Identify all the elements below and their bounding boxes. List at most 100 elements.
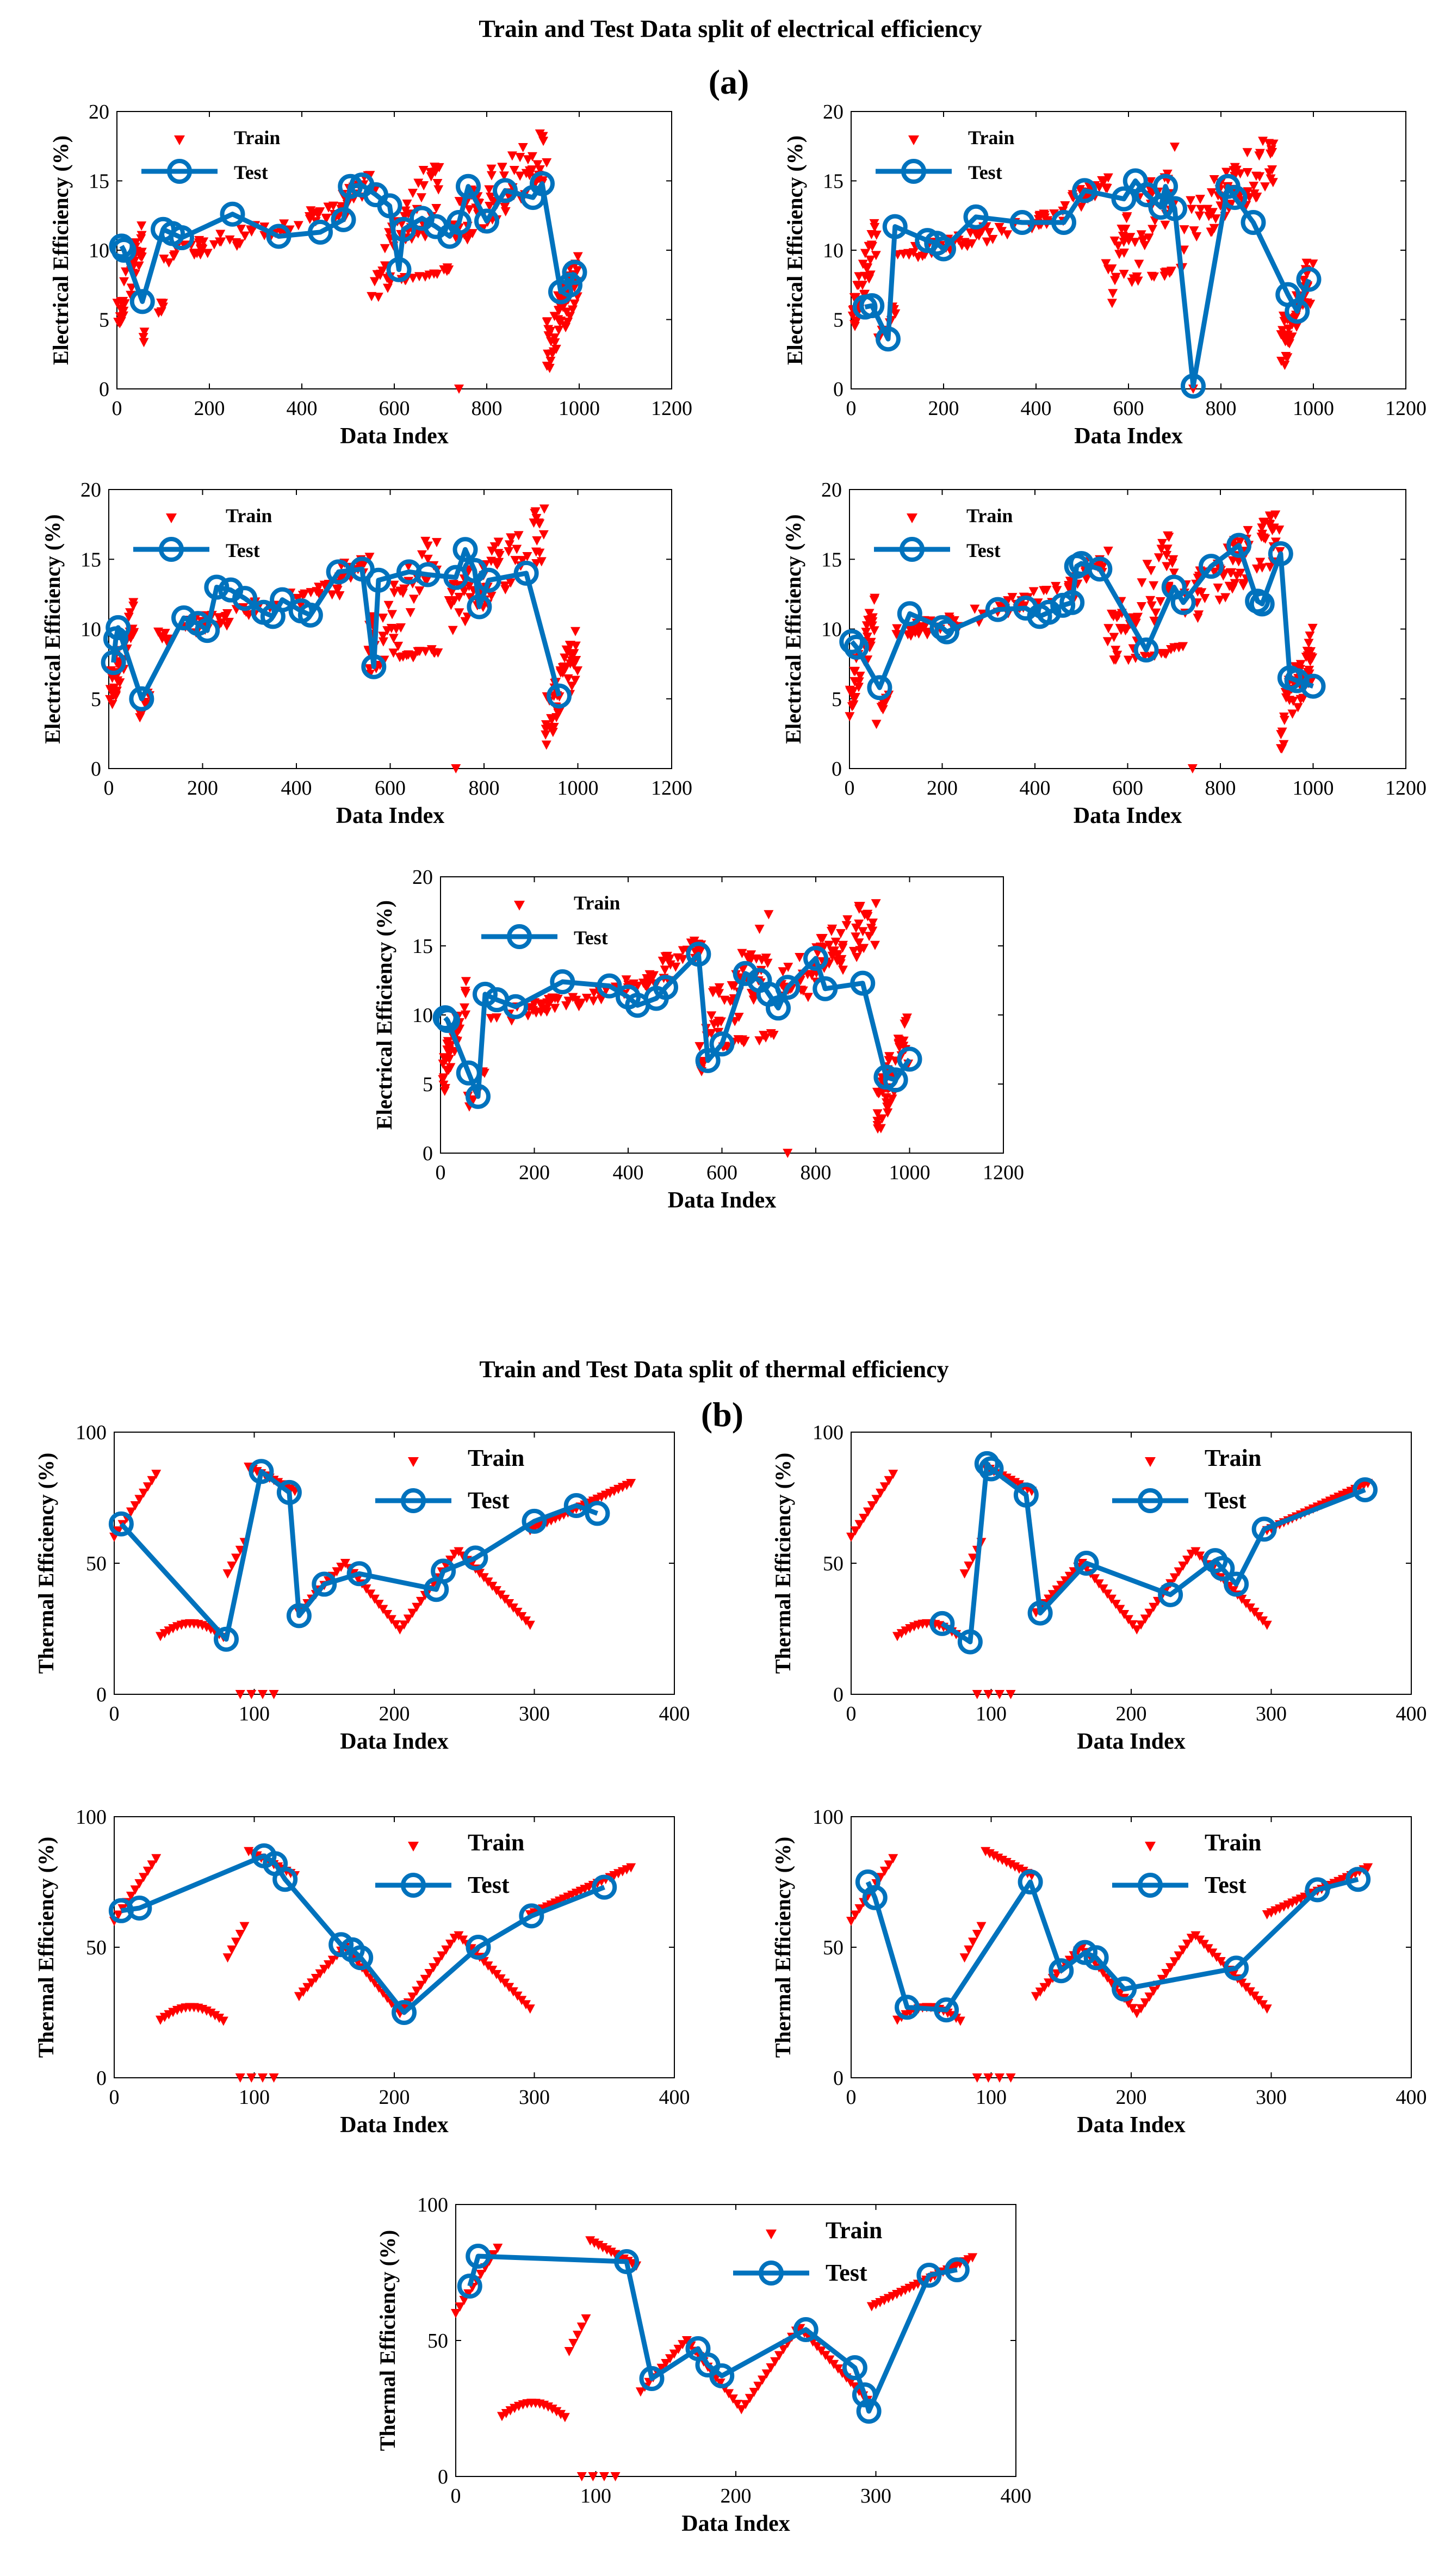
legend-train-marker bbox=[408, 1457, 419, 1467]
train-marker bbox=[1118, 232, 1128, 242]
train-marker bbox=[1167, 267, 1177, 276]
train-marker bbox=[1119, 249, 1129, 258]
test-point bbox=[266, 224, 292, 249]
train-marker bbox=[1227, 556, 1238, 566]
train-marker bbox=[321, 214, 331, 224]
train-marker bbox=[197, 245, 208, 255]
train-marker bbox=[527, 152, 537, 162]
y-tick-label: 0 bbox=[99, 378, 109, 401]
train-marker bbox=[1094, 1579, 1104, 1589]
test-point bbox=[129, 289, 155, 314]
test-point bbox=[1036, 599, 1062, 625]
x-tick-label: 400 bbox=[287, 397, 318, 420]
train-marker bbox=[766, 2363, 776, 2373]
train-marker bbox=[515, 153, 525, 163]
legend-train-marker bbox=[408, 1842, 419, 1852]
train-marker bbox=[1075, 185, 1085, 195]
train-marker bbox=[1242, 168, 1252, 177]
train-marker bbox=[380, 261, 390, 271]
train-marker bbox=[441, 1945, 451, 1955]
train-marker bbox=[1225, 568, 1236, 578]
train-marker bbox=[761, 2369, 772, 2379]
train-marker bbox=[438, 1080, 449, 1090]
train-marker bbox=[871, 251, 881, 261]
train-marker bbox=[235, 1545, 245, 1555]
train-marker bbox=[1156, 544, 1167, 554]
train-marker bbox=[1161, 1969, 1171, 1978]
test-point bbox=[338, 174, 363, 199]
train-marker bbox=[430, 162, 440, 172]
train-marker bbox=[1139, 241, 1150, 251]
train-marker bbox=[558, 302, 568, 312]
train-marker bbox=[1148, 225, 1158, 234]
train-marker bbox=[222, 609, 233, 619]
train-marker bbox=[714, 983, 724, 993]
train-marker bbox=[891, 630, 902, 640]
y-tick-label: 50 bbox=[86, 1552, 107, 1575]
train-marker bbox=[505, 578, 516, 588]
test-point bbox=[882, 214, 908, 239]
train-marker bbox=[315, 207, 325, 217]
train-marker bbox=[826, 926, 836, 936]
x-tick-label: 1000 bbox=[889, 1161, 931, 1184]
train-marker bbox=[1209, 567, 1219, 577]
train-marker bbox=[269, 1690, 279, 1699]
train-marker bbox=[139, 1488, 149, 1498]
train-marker bbox=[560, 653, 570, 663]
train-marker bbox=[412, 1602, 422, 1612]
train-marker bbox=[870, 222, 880, 232]
train-marker bbox=[293, 593, 303, 603]
train-marker bbox=[137, 221, 147, 231]
train-marker bbox=[147, 1476, 157, 1485]
test-point bbox=[562, 259, 587, 285]
train-marker bbox=[128, 630, 138, 640]
train-marker bbox=[1102, 184, 1112, 194]
train-marker bbox=[656, 2363, 667, 2373]
train-marker bbox=[881, 1093, 891, 1103]
train-marker bbox=[491, 559, 501, 569]
x-axis-label: Data Index bbox=[1074, 424, 1183, 449]
test-point bbox=[386, 257, 412, 282]
train-marker bbox=[852, 281, 863, 290]
train-marker bbox=[493, 549, 504, 559]
train-marker bbox=[157, 634, 168, 644]
train-marker bbox=[486, 591, 497, 601]
train-marker bbox=[851, 293, 861, 302]
train-marker bbox=[1262, 2004, 1272, 2014]
train-marker bbox=[137, 231, 147, 240]
test-point bbox=[1345, 1867, 1371, 1892]
train-marker bbox=[1035, 1987, 1045, 1997]
train-marker bbox=[105, 685, 115, 695]
train-marker bbox=[445, 1940, 455, 1949]
train-marker bbox=[865, 270, 876, 280]
train-marker bbox=[170, 250, 180, 260]
train-marker bbox=[388, 634, 399, 643]
train-marker bbox=[754, 1036, 765, 1046]
x-tick-label: 400 bbox=[1396, 2086, 1427, 2109]
train-marker bbox=[1136, 1620, 1146, 1630]
test-point bbox=[550, 969, 575, 995]
train-marker bbox=[706, 1011, 717, 1021]
train-marker bbox=[1264, 511, 1275, 521]
train-marker bbox=[689, 937, 699, 946]
train-marker bbox=[296, 600, 306, 610]
train-marker bbox=[1136, 230, 1146, 240]
test-point bbox=[361, 654, 387, 679]
test-point bbox=[1305, 1877, 1330, 1903]
test-point bbox=[220, 201, 245, 227]
train-marker bbox=[433, 185, 444, 195]
x-tick-label: 0 bbox=[846, 397, 857, 420]
train-marker bbox=[222, 1569, 233, 1579]
train-marker bbox=[841, 921, 852, 931]
train-marker bbox=[1274, 525, 1285, 535]
test-point bbox=[530, 171, 555, 196]
train-marker bbox=[307, 1978, 317, 1988]
train-marker bbox=[134, 1495, 145, 1504]
legend-test-marker bbox=[401, 1873, 426, 1898]
train-marker bbox=[442, 263, 452, 273]
test-point bbox=[1009, 210, 1035, 235]
test-point bbox=[111, 238, 137, 263]
train-marker bbox=[234, 239, 245, 249]
x-tick-label: 1000 bbox=[1293, 397, 1334, 420]
train-marker bbox=[884, 1056, 894, 1066]
